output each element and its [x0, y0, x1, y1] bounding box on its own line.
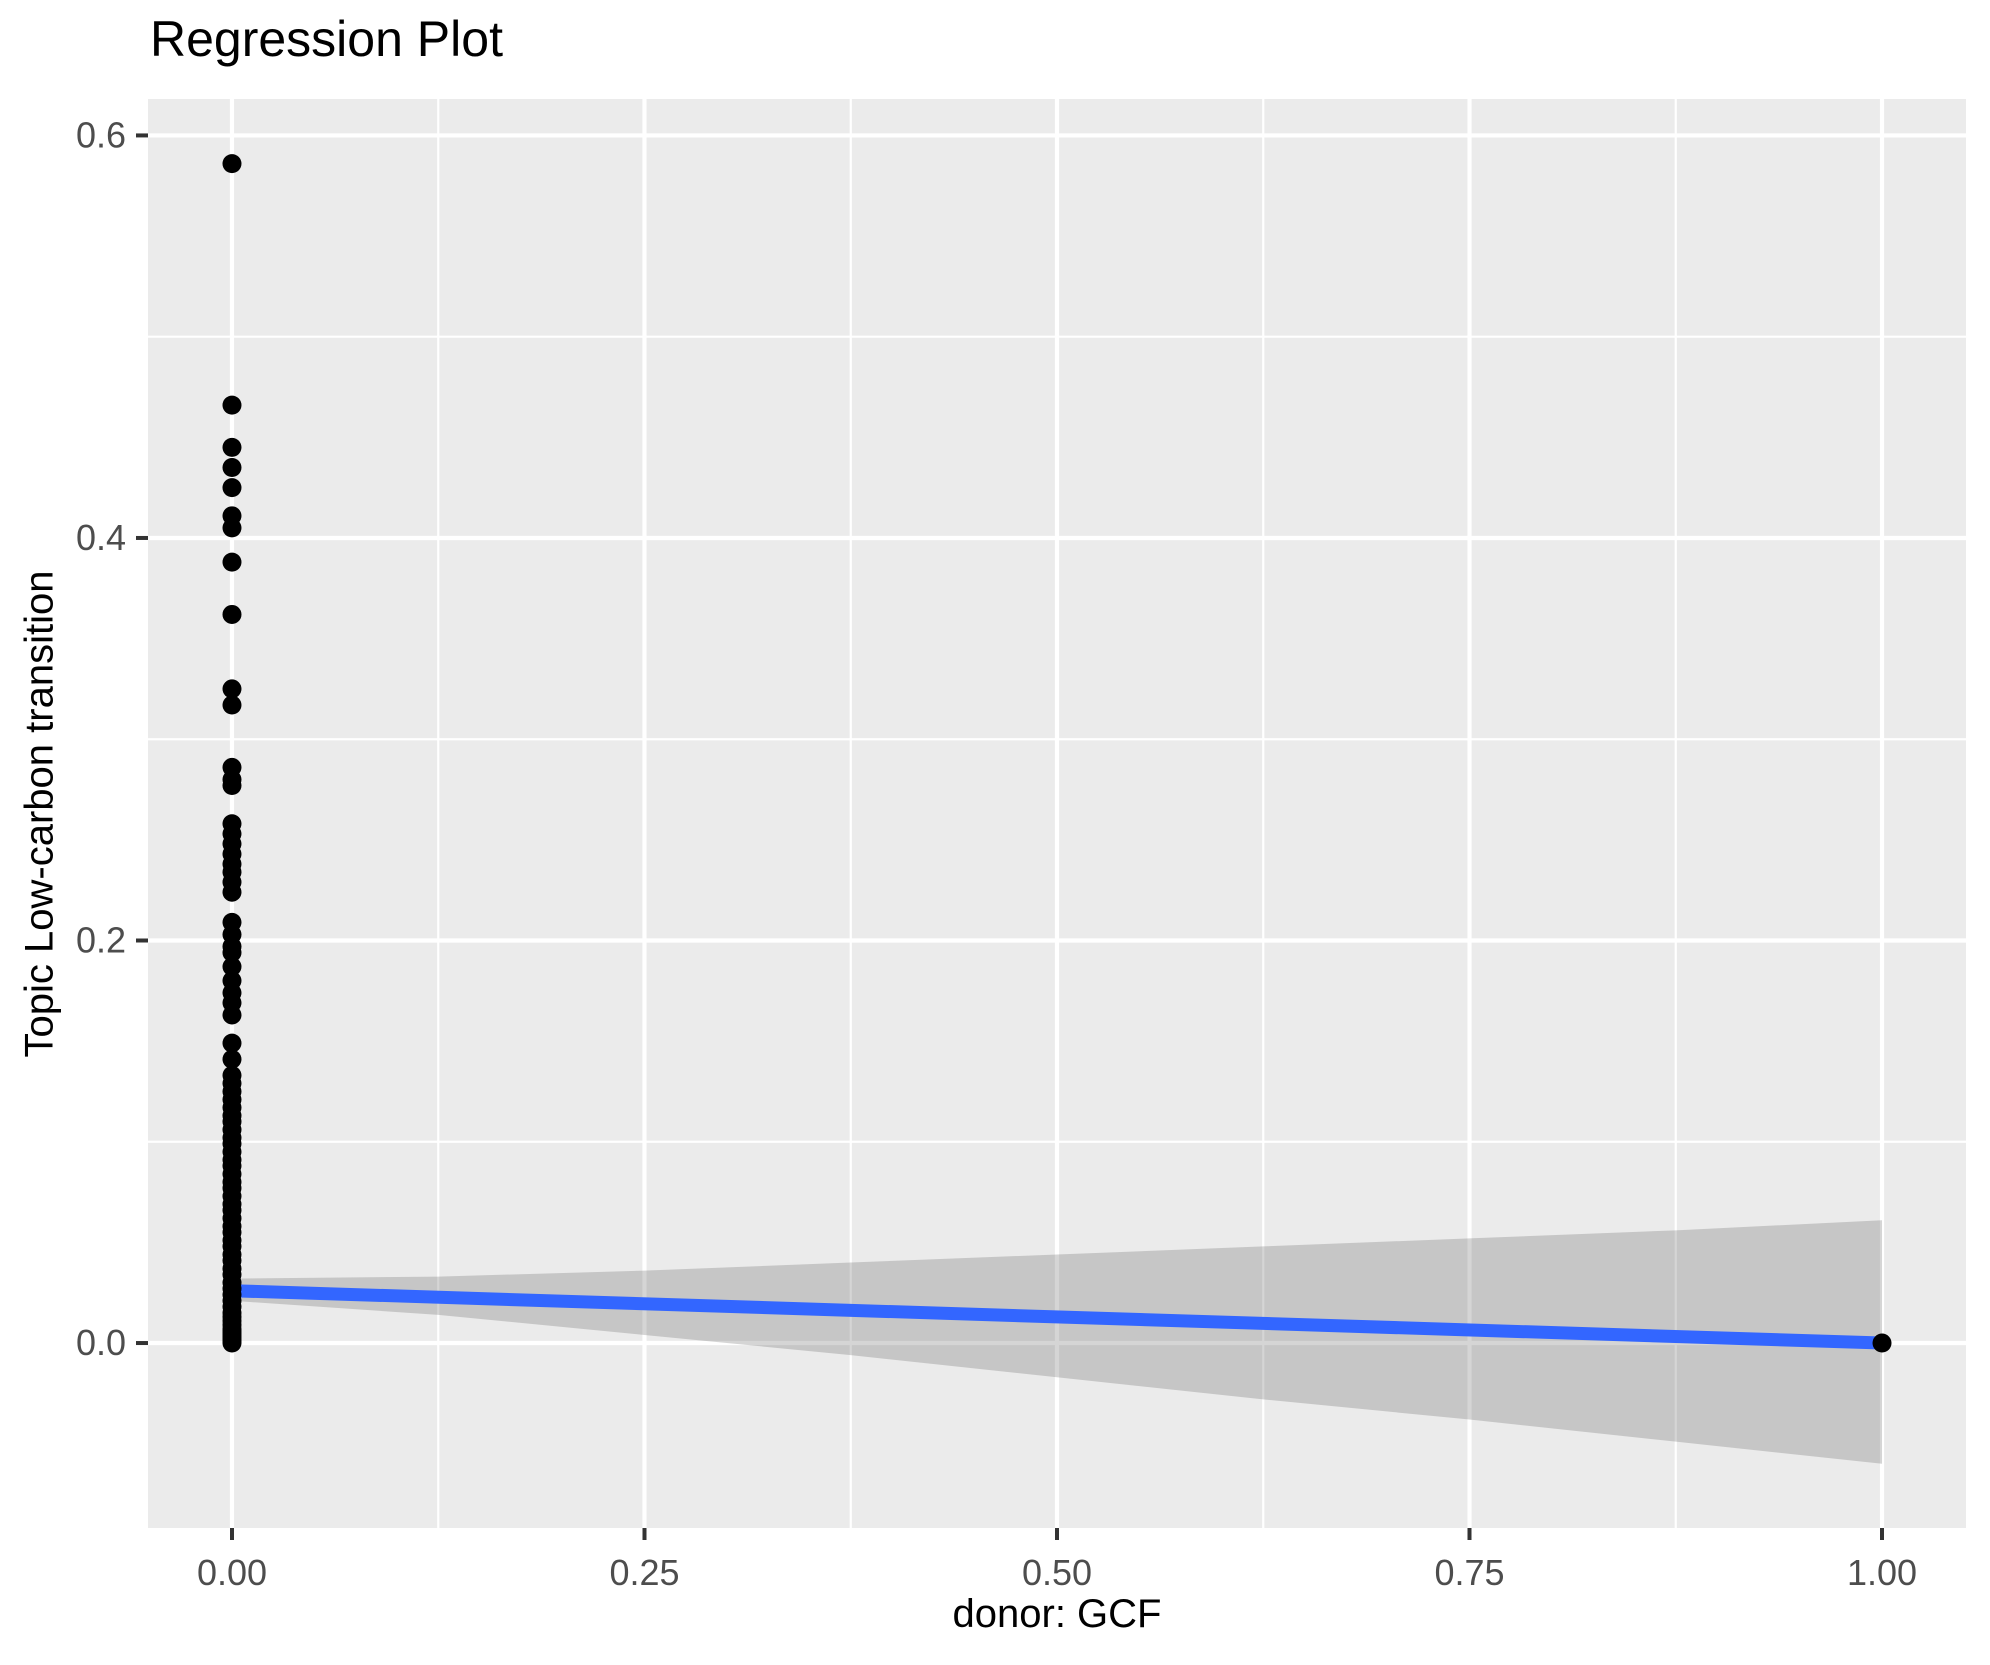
data-point	[222, 957, 242, 977]
data-point	[222, 882, 242, 902]
data-point	[222, 552, 242, 572]
x-tick-label: 1.00	[1847, 1552, 1917, 1593]
y-axis-title: Topic Low-carbon transition	[17, 570, 62, 1058]
confidence-band	[231, 1220, 1883, 1464]
x-tick-label: 0.00	[197, 1552, 267, 1593]
data-point	[222, 478, 242, 498]
y-tick-label: 0.0	[76, 1322, 126, 1363]
data-point	[222, 679, 242, 699]
y-tick-label: 0.2	[76, 919, 126, 960]
data-point	[222, 518, 242, 538]
data-point	[222, 1005, 242, 1025]
data-point	[222, 154, 242, 174]
data-point	[222, 695, 242, 715]
data-point	[222, 1033, 242, 1053]
data-point	[222, 437, 242, 457]
x-tick-label: 0.25	[609, 1552, 679, 1593]
regression-line	[225, 1284, 1889, 1350]
data-point	[222, 604, 242, 624]
data-point	[222, 776, 242, 796]
x-axis-title: donor: GCF	[952, 1592, 1162, 1636]
y-tick-label: 0.6	[76, 114, 126, 155]
data-point	[222, 943, 242, 963]
data-point	[1872, 1333, 1892, 1353]
data-point	[222, 395, 242, 415]
data-point	[222, 458, 242, 478]
y-tick-label: 0.4	[76, 517, 126, 558]
x-tick-label: 0.75	[1434, 1552, 1504, 1593]
data-point	[222, 1333, 242, 1353]
data-point	[222, 1049, 242, 1069]
plot-title: Regression Plot	[150, 11, 503, 67]
x-tick-label: 0.50	[1022, 1552, 1092, 1593]
